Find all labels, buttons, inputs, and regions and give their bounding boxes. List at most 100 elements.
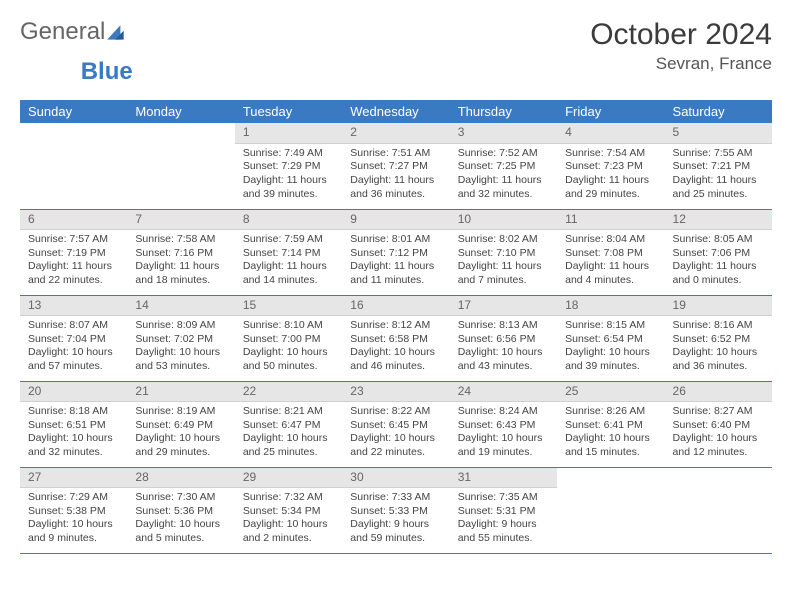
calendar-day-cell: 28Sunrise: 7:30 AMSunset: 5:36 PMDayligh… — [127, 467, 234, 553]
calendar-day-cell: 8Sunrise: 7:59 AMSunset: 7:14 PMDaylight… — [235, 209, 342, 295]
daylight-line: Daylight: 10 hours and 32 minutes. — [28, 432, 119, 459]
sunset-line: Sunset: 6:40 PM — [673, 419, 764, 433]
calendar-day-cell: 29Sunrise: 7:32 AMSunset: 5:34 PMDayligh… — [235, 467, 342, 553]
sunset-line: Sunset: 6:43 PM — [458, 419, 549, 433]
calendar-table: Sunday Monday Tuesday Wednesday Thursday… — [20, 100, 772, 554]
day-number: 1 — [235, 123, 342, 144]
day-number: 25 — [557, 382, 664, 403]
weekday-header: Friday — [557, 100, 664, 123]
sunrise-line: Sunrise: 8:04 AM — [565, 233, 656, 247]
day-number: 27 — [20, 468, 127, 489]
day-number: 13 — [20, 296, 127, 317]
day-number: 10 — [450, 210, 557, 231]
daylight-line: Daylight: 11 hours and 22 minutes. — [28, 260, 119, 287]
day-details: Sunrise: 8:19 AMSunset: 6:49 PMDaylight:… — [127, 402, 234, 464]
calendar-day-cell: 30Sunrise: 7:33 AMSunset: 5:33 PMDayligh… — [342, 467, 449, 553]
day-number: 5 — [665, 123, 772, 144]
day-number: 30 — [342, 468, 449, 489]
calendar-day-cell: 24Sunrise: 8:24 AMSunset: 6:43 PMDayligh… — [450, 381, 557, 467]
daylight-line: Daylight: 11 hours and 25 minutes. — [673, 174, 764, 201]
sunrise-line: Sunrise: 8:18 AM — [28, 405, 119, 419]
day-details: Sunrise: 7:51 AMSunset: 7:27 PMDaylight:… — [342, 144, 449, 206]
calendar-day-cell — [20, 123, 127, 209]
sunrise-line: Sunrise: 8:09 AM — [135, 319, 226, 333]
sunset-line: Sunset: 6:54 PM — [565, 333, 656, 347]
calendar-week-row: 20Sunrise: 8:18 AMSunset: 6:51 PMDayligh… — [20, 381, 772, 467]
calendar-day-cell: 15Sunrise: 8:10 AMSunset: 7:00 PMDayligh… — [235, 295, 342, 381]
day-number: 11 — [557, 210, 664, 231]
daylight-line: Daylight: 10 hours and 36 minutes. — [673, 346, 764, 373]
sunset-line: Sunset: 7:21 PM — [673, 160, 764, 174]
daylight-line: Daylight: 9 hours and 55 minutes. — [458, 518, 549, 545]
sunset-line: Sunset: 7:14 PM — [243, 247, 334, 261]
day-details: Sunrise: 8:13 AMSunset: 6:56 PMDaylight:… — [450, 316, 557, 378]
day-number: 12 — [665, 210, 772, 231]
location-label: Sevran, France — [590, 54, 772, 74]
day-number: 16 — [342, 296, 449, 317]
sunset-line: Sunset: 6:45 PM — [350, 419, 441, 433]
daylight-line: Daylight: 10 hours and 12 minutes. — [673, 432, 764, 459]
sunset-line: Sunset: 6:52 PM — [673, 333, 764, 347]
sunrise-line: Sunrise: 8:10 AM — [243, 319, 334, 333]
sunrise-line: Sunrise: 8:24 AM — [458, 405, 549, 419]
day-number: 2 — [342, 123, 449, 144]
calendar-day-cell: 6Sunrise: 7:57 AMSunset: 7:19 PMDaylight… — [20, 209, 127, 295]
calendar-day-cell: 10Sunrise: 8:02 AMSunset: 7:10 PMDayligh… — [450, 209, 557, 295]
daylight-line: Daylight: 10 hours and 9 minutes. — [28, 518, 119, 545]
calendar-day-cell — [557, 467, 664, 553]
day-details: Sunrise: 8:21 AMSunset: 6:47 PMDaylight:… — [235, 402, 342, 464]
sunrise-line: Sunrise: 7:35 AM — [458, 491, 549, 505]
sunrise-line: Sunrise: 7:32 AM — [243, 491, 334, 505]
sunrise-line: Sunrise: 7:59 AM — [243, 233, 334, 247]
day-details: Sunrise: 7:58 AMSunset: 7:16 PMDaylight:… — [127, 230, 234, 292]
sunrise-line: Sunrise: 8:27 AM — [673, 405, 764, 419]
sunrise-line: Sunrise: 8:12 AM — [350, 319, 441, 333]
sunrise-line: Sunrise: 7:51 AM — [350, 147, 441, 161]
calendar-day-cell: 7Sunrise: 7:58 AMSunset: 7:16 PMDaylight… — [127, 209, 234, 295]
day-number: 28 — [127, 468, 234, 489]
daylight-line: Daylight: 10 hours and 53 minutes. — [135, 346, 226, 373]
calendar-day-cell: 16Sunrise: 8:12 AMSunset: 6:58 PMDayligh… — [342, 295, 449, 381]
calendar-week-row: 27Sunrise: 7:29 AMSunset: 5:38 PMDayligh… — [20, 467, 772, 553]
weekday-header: Saturday — [665, 100, 772, 123]
sunset-line: Sunset: 7:16 PM — [135, 247, 226, 261]
day-number: 7 — [127, 210, 234, 231]
calendar-day-cell: 9Sunrise: 8:01 AMSunset: 7:12 PMDaylight… — [342, 209, 449, 295]
day-details: Sunrise: 8:04 AMSunset: 7:08 PMDaylight:… — [557, 230, 664, 292]
day-details: Sunrise: 7:55 AMSunset: 7:21 PMDaylight:… — [665, 144, 772, 206]
calendar-day-cell — [127, 123, 234, 209]
sunrise-line: Sunrise: 8:26 AM — [565, 405, 656, 419]
daylight-line: Daylight: 10 hours and 57 minutes. — [28, 346, 119, 373]
logo: General — [20, 18, 129, 46]
day-number: 14 — [127, 296, 234, 317]
day-number: 23 — [342, 382, 449, 403]
day-details: Sunrise: 7:33 AMSunset: 5:33 PMDaylight:… — [342, 488, 449, 550]
day-number: 26 — [665, 382, 772, 403]
sunset-line: Sunset: 6:56 PM — [458, 333, 549, 347]
weekday-header: Monday — [127, 100, 234, 123]
daylight-line: Daylight: 10 hours and 25 minutes. — [243, 432, 334, 459]
day-number: 3 — [450, 123, 557, 144]
day-details: Sunrise: 8:18 AMSunset: 6:51 PMDaylight:… — [20, 402, 127, 464]
sunset-line: Sunset: 6:49 PM — [135, 419, 226, 433]
calendar-week-row: 1Sunrise: 7:49 AMSunset: 7:29 PMDaylight… — [20, 123, 772, 209]
day-number: 19 — [665, 296, 772, 317]
sunset-line: Sunset: 6:51 PM — [28, 419, 119, 433]
calendar-day-cell: 20Sunrise: 8:18 AMSunset: 6:51 PMDayligh… — [20, 381, 127, 467]
daylight-line: Daylight: 10 hours and 22 minutes. — [350, 432, 441, 459]
calendar-day-cell: 1Sunrise: 7:49 AMSunset: 7:29 PMDaylight… — [235, 123, 342, 209]
calendar-week-row: 13Sunrise: 8:07 AMSunset: 7:04 PMDayligh… — [20, 295, 772, 381]
calendar-day-cell: 18Sunrise: 8:15 AMSunset: 6:54 PMDayligh… — [557, 295, 664, 381]
day-details: Sunrise: 7:54 AMSunset: 7:23 PMDaylight:… — [557, 144, 664, 206]
calendar-day-cell: 17Sunrise: 8:13 AMSunset: 6:56 PMDayligh… — [450, 295, 557, 381]
day-details: Sunrise: 7:59 AMSunset: 7:14 PMDaylight:… — [235, 230, 342, 292]
sunset-line: Sunset: 7:08 PM — [565, 247, 656, 261]
day-number: 21 — [127, 382, 234, 403]
day-number: 20 — [20, 382, 127, 403]
day-details: Sunrise: 8:16 AMSunset: 6:52 PMDaylight:… — [665, 316, 772, 378]
day-number: 6 — [20, 210, 127, 231]
daylight-line: Daylight: 11 hours and 11 minutes. — [350, 260, 441, 287]
calendar-day-cell: 13Sunrise: 8:07 AMSunset: 7:04 PMDayligh… — [20, 295, 127, 381]
calendar-week-row: 6Sunrise: 7:57 AMSunset: 7:19 PMDaylight… — [20, 209, 772, 295]
sunset-line: Sunset: 7:27 PM — [350, 160, 441, 174]
